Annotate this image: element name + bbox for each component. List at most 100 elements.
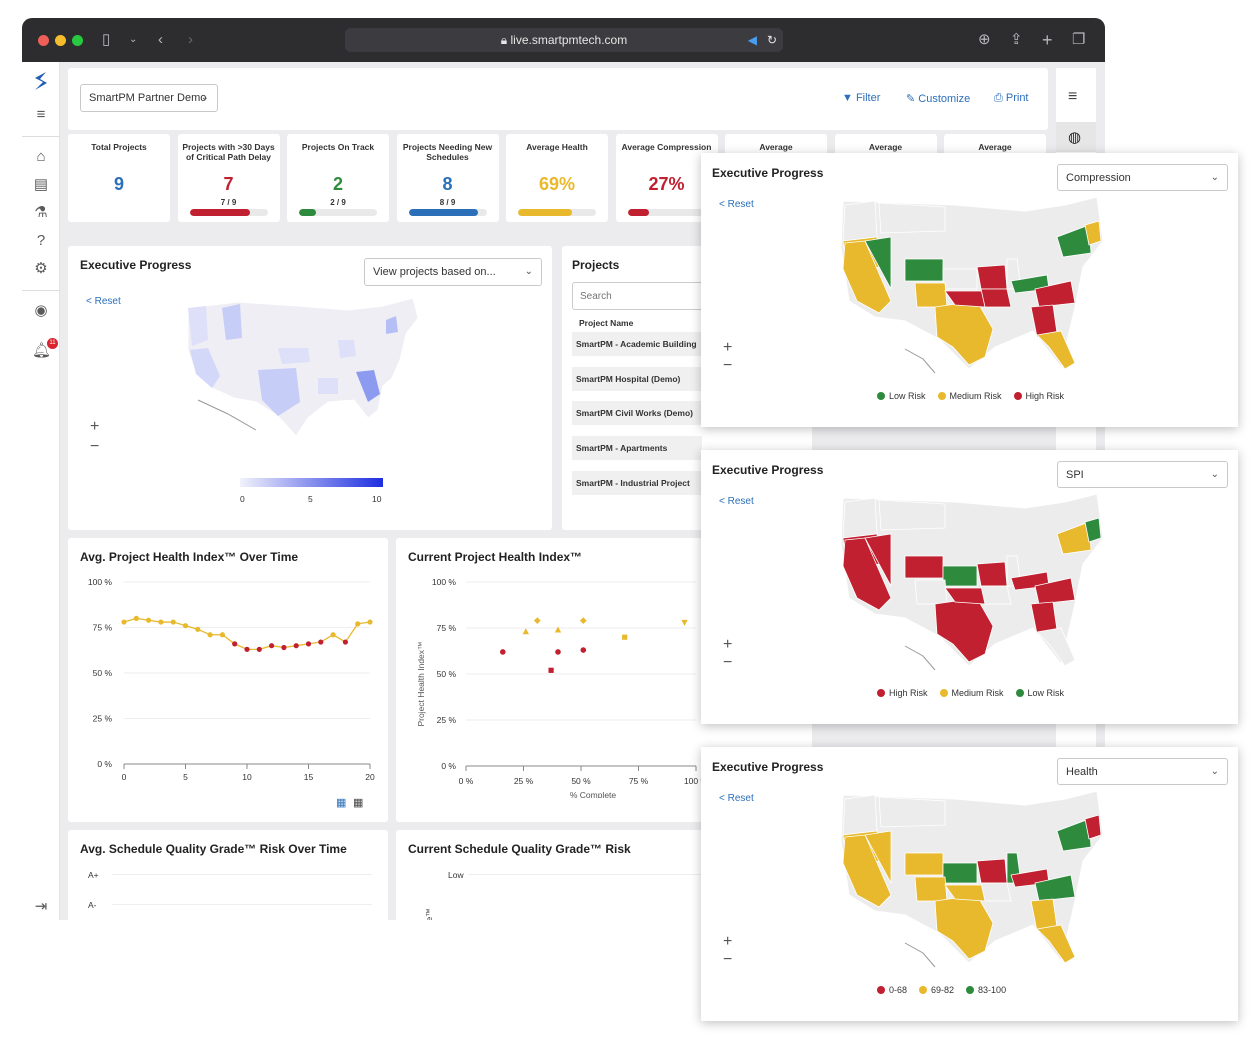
project-selector[interactable]: SmartPM Partner Demo ⌄	[80, 84, 218, 112]
us-map-risk[interactable]	[835, 494, 1105, 674]
metric-select[interactable]: Health ⌄	[1057, 758, 1228, 785]
sidebar-toggle-icon[interactable]: ▯	[102, 31, 111, 48]
reset-link[interactable]: < Reset	[719, 793, 754, 804]
kpi-card[interactable]: Average Health 69%	[506, 134, 608, 222]
user-icon[interactable]: ◉	[34, 302, 48, 319]
avg-health-line-chart[interactable]: 0 % 25 % 50 % 75 % 100 % 0 5 10 15 20	[68, 568, 388, 798]
maximize-window-button[interactable]	[72, 35, 83, 46]
overlay-title: Executive Progress	[712, 166, 824, 180]
data-point	[281, 644, 287, 651]
help-icon[interactable]: ?	[36, 232, 46, 249]
legend-item[interactable]: 0-68	[877, 985, 907, 995]
kpi-progress-bar	[518, 209, 596, 216]
flask-icon[interactable]: ⚗	[34, 204, 48, 221]
us-map-risk[interactable]	[835, 791, 1105, 971]
filter-button[interactable]: ▼ Filter	[842, 92, 880, 104]
kpi-progress-fill	[627, 209, 649, 216]
state-region	[878, 499, 946, 531]
y-tick-label: 25 %	[93, 714, 113, 724]
scale-max: 10	[372, 494, 382, 504]
x-tick-label: 75 %	[629, 776, 649, 786]
legend-item[interactable]: Medium Risk	[937, 391, 1002, 401]
legend-item[interactable]: High Risk	[877, 688, 928, 698]
metric-select[interactable]: SPI ⌄	[1057, 461, 1228, 488]
kpi-card[interactable]: Average Compression 27%	[615, 134, 718, 222]
project-list-item[interactable]: SmartPM Civil Works (Demo)	[572, 401, 702, 426]
kpi-label: Average	[759, 142, 793, 152]
zoom-out-button[interactable]: −	[723, 654, 733, 671]
download-icon[interactable]: ⊕	[978, 31, 991, 48]
back-icon[interactable]: ‹	[158, 31, 163, 48]
y-tick-label: 50 %	[93, 668, 113, 678]
kpi-card[interactable]: Projects On Track 2 2 / 9	[287, 134, 389, 222]
legend-item[interactable]: 69-82	[919, 985, 954, 995]
y-tick-label: 100 %	[88, 577, 113, 587]
zoom-in-button[interactable]: +	[723, 339, 733, 356]
zoom-out-button[interactable]: −	[723, 951, 733, 968]
calendar-icon[interactable]: ▦	[336, 797, 347, 809]
address-bar[interactable]: 🔒︎ live.smartpmtech.com ◀︎ ↻	[345, 28, 783, 52]
bell-icon[interactable]: 🔔︎	[32, 342, 52, 359]
kpi-card[interactable]: Projects with >30 Days of Critical Path …	[177, 134, 280, 222]
metric-select[interactable]: Compression ⌄	[1057, 164, 1228, 191]
data-point	[269, 643, 275, 649]
zoom-out-button[interactable]: −	[723, 357, 733, 374]
calendar-icon-alt[interactable]: ▦	[353, 797, 364, 809]
data-point	[367, 619, 373, 625]
kpi-card[interactable]: Total Projects 9	[68, 134, 170, 222]
settings-icon[interactable]: ⚙	[34, 260, 48, 277]
minimize-window-button[interactable]	[55, 35, 66, 46]
state-region	[976, 858, 1008, 884]
globe-icon[interactable]: ◍	[1068, 129, 1082, 146]
print-button[interactable]: ⎙ Print	[994, 92, 1029, 105]
kpi-progress-fill	[408, 209, 478, 216]
new-tab-icon[interactable]: +	[1042, 30, 1053, 50]
schedule-quality-card: Avg. Schedule Quality Grade™ Risk Over T…	[68, 830, 388, 920]
document-icon[interactable]: ▤	[33, 176, 49, 193]
menu-icon[interactable]: ≡	[36, 106, 46, 123]
legend-item[interactable]: Medium Risk	[939, 688, 1004, 698]
reset-link[interactable]: < Reset	[86, 296, 121, 307]
zoom-in-button[interactable]: +	[723, 636, 733, 653]
data-point	[305, 641, 312, 647]
current-health-scatter-chart[interactable]: 0 % 25 % 50 % 75 % 100 % 0 % 25 % 50 % 75 % 100 %…	[396, 568, 812, 798]
state-region	[864, 830, 892, 884]
view-projects-select[interactable]: View projects based on... ⌄	[364, 258, 542, 286]
zoom-in-button[interactable]: +	[90, 418, 100, 435]
project-list-item[interactable]: SmartPM - Apartments	[572, 436, 702, 461]
customize-button[interactable]: ✎ Customize	[906, 92, 970, 105]
legend-item[interactable]: 83-100	[966, 985, 1006, 995]
home-icon[interactable]: ⌂	[36, 148, 46, 165]
kpi-card[interactable]: Projects Needing New Schedules 8 8 / 9	[396, 134, 499, 222]
logout-icon[interactable]: ⇥	[34, 898, 48, 915]
state-region	[1056, 818, 1092, 852]
reset-link[interactable]: < Reset	[719, 496, 754, 507]
pencil-icon: ✎	[906, 93, 916, 105]
grade-tick: A+	[88, 870, 99, 880]
project-list-item[interactable]: SmartPM - Industrial Project	[572, 470, 702, 495]
legend-item[interactable]: Low Risk	[877, 391, 926, 401]
zoom-out-button[interactable]: −	[90, 438, 100, 455]
kpi-value: 27%	[648, 174, 685, 194]
reset-link[interactable]: < Reset	[719, 199, 754, 210]
state-region	[1036, 924, 1076, 964]
legend-item[interactable]: Low Risk	[1015, 688, 1064, 698]
alaska-outline	[904, 645, 936, 671]
audio-icon[interactable]: ◀︎	[747, 33, 757, 47]
share-icon[interactable]: ⇪	[1010, 31, 1023, 48]
tabs-overview-icon[interactable]: ❐	[1072, 31, 1086, 48]
reload-icon[interactable]: ↻	[766, 33, 777, 47]
smartpm-logo[interactable]	[31, 70, 51, 92]
us-map-blue[interactable]	[178, 290, 428, 440]
project-list-item[interactable]: SmartPM - Academic Building	[572, 332, 702, 356]
menu-icon[interactable]: ≡	[1068, 88, 1078, 105]
forward-icon[interactable]: ›	[188, 31, 193, 48]
chevron-down-icon[interactable]: ⌄	[129, 34, 138, 45]
zoom-in-button[interactable]: +	[723, 933, 733, 950]
close-window-button[interactable]	[38, 35, 49, 46]
project-list-item[interactable]: SmartPM Hospital (Demo)	[572, 366, 702, 391]
state-region	[864, 236, 892, 290]
legend-item[interactable]: High Risk	[1013, 391, 1064, 401]
executive-progress-card: Executive Progress View projects based o…	[68, 246, 552, 530]
us-map-risk[interactable]	[835, 197, 1105, 377]
